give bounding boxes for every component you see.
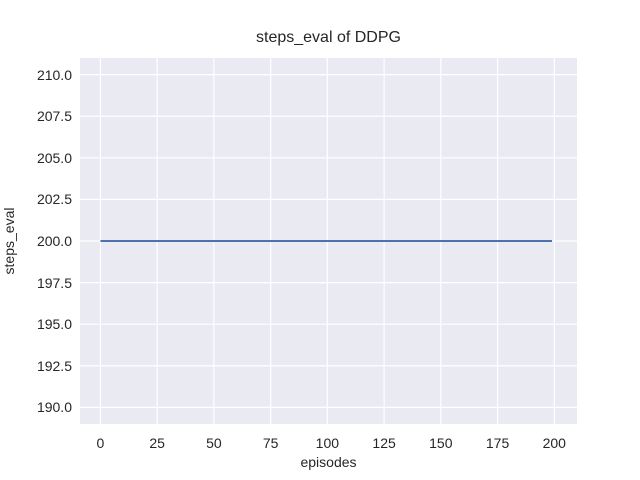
x-axis-label: episodes — [300, 454, 357, 470]
y-tick-label: 192.5 — [36, 357, 72, 374]
y-tick-label: 200.0 — [36, 233, 72, 249]
y-tick-label: 205.0 — [36, 149, 72, 166]
y-tick-label: 210.0 — [36, 66, 72, 83]
chart-title: steps_eval of DDPG — [256, 29, 401, 46]
y-tick-label: 207.5 — [36, 108, 72, 125]
x-tick-label: 200 — [542, 435, 566, 451]
x-tick-label: 175 — [485, 435, 510, 451]
plot-area — [80, 58, 577, 424]
x-tick-label: 125 — [372, 435, 396, 451]
x-tick-label: 75 — [262, 435, 279, 451]
plot-canvas — [80, 58, 577, 424]
y-tick-label: 190.0 — [36, 399, 72, 416]
y-tick-label: 195.0 — [36, 316, 72, 333]
x-tick-label: 50 — [206, 435, 222, 451]
x-tick-label: 150 — [429, 435, 453, 451]
y-tick-label: 202.5 — [36, 191, 72, 208]
x-tick-label: 100 — [315, 435, 340, 451]
x-tick-label: 25 — [149, 435, 165, 451]
y-tick-label: 197.5 — [36, 274, 72, 291]
x-tick-label: 0 — [96, 435, 105, 451]
